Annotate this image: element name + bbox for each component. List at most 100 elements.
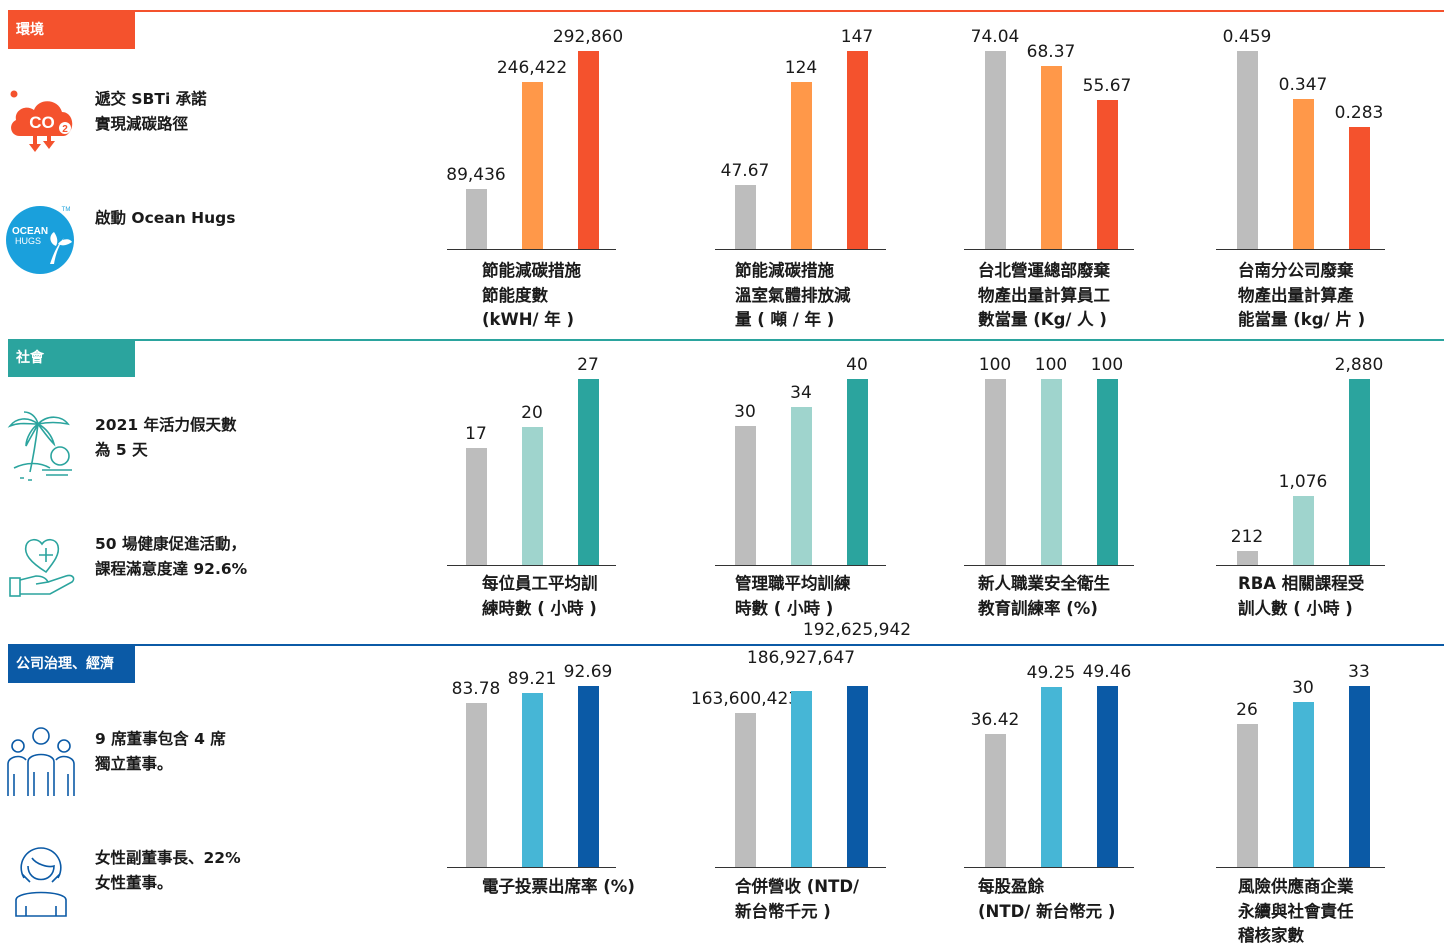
- env-chart-1-caption-line-2: 節能度數: [482, 285, 548, 305]
- soc-chart-2-caption: 管理職平均訓練 時數 ( 小時 ): [735, 572, 851, 621]
- env-item-1-text: 遞交 SBTi 承諾 實現減碳路徑: [95, 87, 207, 137]
- soc-chart-3-value-label-1: 100: [978, 355, 1012, 375]
- gov-chart-4-value-label-1: 26: [1236, 700, 1258, 721]
- env-chart-4-value-label-1: 0.459: [1222, 27, 1272, 47]
- gov-chart-1-caption-line-1: 電子投票出席率 (%): [482, 877, 635, 896]
- gov-item-2-line-2: 女性董事。: [95, 874, 173, 892]
- env-item-1-line-2: 實現減碳路徑: [95, 115, 189, 133]
- gov-chart-3-caption-line-1: 每股盈餘: [978, 877, 1044, 896]
- env-chart-3-caption-line-2: 物產出量計算員工: [978, 285, 1110, 305]
- env-item-2-line-1: 啟動 Ocean Hugs: [95, 209, 236, 227]
- section-tag-environment: 環境: [8, 11, 135, 49]
- heart-hand-icon: [9, 538, 75, 597]
- env-chart-3-value-label-1: 74.04: [970, 27, 1020, 47]
- soc-chart-2-baseline: [715, 565, 886, 566]
- soc-chart-2-value-label-3: 40: [846, 355, 868, 375]
- env-chart-2-bar-3: [847, 51, 868, 249]
- gov-chart-1-value-label-3: 92.69: [563, 662, 613, 682]
- gov-chart-3-bar-3: [1097, 686, 1118, 867]
- gov-chart-2-caption-line-2: 新台幣千元 ): [735, 901, 831, 921]
- env-chart-2-baseline: [715, 249, 886, 250]
- gov-chart-3-value-label-3: 49.46: [1082, 662, 1132, 682]
- gov-chart-3-bar-2: [1041, 686, 1062, 867]
- env-chart-2-caption: 節能減碳措施 溫室氣體排放減量 ( 噸 / 年 ): [735, 259, 851, 333]
- env-chart-1-bar-3: [578, 51, 599, 249]
- soc-chart-3-bar-1: [985, 379, 1006, 565]
- svg-text:CO: CO: [29, 113, 55, 132]
- env-chart-2-caption-line-1: 節能減碳措施: [735, 261, 834, 280]
- gov-chart-4-caption-line-3: 稽核家數: [1238, 926, 1304, 945]
- ocean-hugs-logo-icon: OCEAN HUGS TM: [6, 206, 74, 274]
- env-chart-1-caption-line-3: (kWH/ 年 ): [482, 310, 575, 329]
- gov-chart-2-value-label-2: 186,927,647: [746, 648, 856, 669]
- env-chart-3-caption-line-3: 數當量 (Kg/ 人 ): [978, 310, 1107, 329]
- soc-chart-1-value-label-1: 17: [465, 423, 487, 444]
- soc-chart-1-caption-line-2: 練時數 ( 小時 ): [482, 598, 597, 618]
- env-chart-2-caption-line-2: 溫室氣體排放減: [735, 285, 851, 305]
- gov-item-2-text: 女性副董事長、22% 女性董事。: [95, 846, 241, 896]
- section-divider-social: [8, 339, 1444, 341]
- soc-chart-3-caption-line-2: 教育訓練率 (%): [978, 598, 1098, 618]
- gov-chart-2-bar-1: [735, 713, 756, 867]
- soc-chart-1-baseline: [447, 565, 616, 566]
- female-director-icon: [15, 847, 67, 917]
- env-chart-3-value-label-3: 55.67: [1082, 76, 1132, 97]
- ocean-logo-text-ocean: OCEAN: [12, 226, 48, 237]
- gov-chart-2-baseline: [715, 867, 886, 868]
- env-chart-1-caption: 節能減碳措施 節能度數 (kWH/ 年 ): [482, 259, 581, 333]
- soc-chart-3-caption: 新人職業安全衛生 教育訓練率 (%): [978, 572, 1110, 621]
- env-chart-4-value-label-3: 0.283: [1334, 102, 1384, 123]
- soc-chart-3-value-label-3: 100: [1090, 355, 1124, 375]
- env-chart-1-baseline: [447, 249, 616, 250]
- soc-chart-2-bar-1: [735, 425, 756, 565]
- ocean-logo-text-hugs: HUGS: [15, 236, 41, 246]
- env-item-2-text: 啟動 Ocean Hugs: [95, 206, 236, 231]
- gov-chart-4-caption-line-2: 永續與社會責任: [1238, 901, 1354, 921]
- soc-chart-3-value-label-2: 100: [1034, 355, 1068, 375]
- gov-chart-1-value-label-2: 89.21: [507, 668, 557, 689]
- gov-chart-3-bar-1: [985, 733, 1006, 867]
- env-chart-3-bar-2: [1041, 66, 1062, 249]
- section-divider-environment: [8, 10, 1444, 12]
- gov-chart-1-caption: 電子投票出席率 (%): [482, 875, 635, 900]
- gov-chart-4-baseline: [1216, 867, 1385, 868]
- soc-chart-4-value-label-2: 1,076: [1278, 471, 1328, 492]
- gov-item-1-text: 9 席董事包含 4 席 獨立董事。: [95, 727, 226, 777]
- gov-item-1-line-2: 獨立董事。: [95, 755, 173, 773]
- env-chart-4-caption-line-2: 物產出量計算產: [1238, 285, 1354, 305]
- gov-chart-2-caption-line-1: 合併營收 (NTD/: [735, 877, 860, 896]
- soc-chart-1-bar-2: [522, 427, 543, 565]
- soc-item-1-text: 2021 年活力假天數 為 5 天: [95, 413, 237, 463]
- env-chart-3-caption-line-1: 台北營運總部廢棄: [978, 261, 1110, 280]
- section-divider-governance: [8, 644, 1444, 646]
- gov-chart-1-bar-2: [522, 692, 543, 867]
- soc-chart-1-value-label-2: 20: [521, 403, 543, 424]
- soc-chart-3-baseline: [964, 565, 1134, 566]
- soc-chart-2-caption-line-1: 管理職平均訓練: [735, 574, 851, 593]
- svg-text:2: 2: [62, 124, 68, 135]
- gov-chart-2-bar-3: [847, 686, 868, 867]
- palm-tree-icon: [7, 411, 72, 481]
- gov-chart-2-value-label-1: 163,600,423: [690, 689, 800, 710]
- gov-chart-1-bar-3: [578, 686, 599, 867]
- gov-item-2-line-1: 女性副董事長、22%: [95, 849, 241, 867]
- section-tag-governance: 公司治理、經濟: [8, 645, 135, 683]
- soc-chart-2-value-label-2: 34: [790, 382, 812, 403]
- gov-chart-4-value-label-3: 33: [1348, 662, 1370, 682]
- soc-chart-4-value-label-3: 2,880: [1334, 355, 1384, 375]
- soc-chart-2-bar-2: [791, 406, 812, 565]
- gov-chart-4-value-label-2: 30: [1292, 678, 1314, 699]
- soc-chart-4-bar-3: [1349, 379, 1370, 565]
- gov-chart-2-caption: 合併營收 (NTD/新台幣千元 ): [735, 875, 859, 924]
- soc-chart-1-bar-1: [466, 447, 487, 565]
- env-chart-1-caption-line-1: 節能減碳措施: [482, 261, 581, 280]
- env-chart-1-value-label-3: 292,860: [552, 27, 624, 47]
- env-chart-3-value-label-2: 68.37: [1026, 42, 1076, 63]
- env-chart-4-caption-line-1: 台南分公司廢棄: [1238, 261, 1354, 280]
- env-chart-3-bar-1: [985, 51, 1006, 249]
- env-chart-2-value-label-2: 124: [784, 57, 818, 78]
- ocean-logo-text-tm: TM: [62, 207, 71, 213]
- env-chart-2-value-label-1: 47.67: [720, 160, 770, 181]
- gov-chart-3-baseline: [964, 867, 1134, 868]
- env-chart-4-bar-3: [1349, 126, 1370, 249]
